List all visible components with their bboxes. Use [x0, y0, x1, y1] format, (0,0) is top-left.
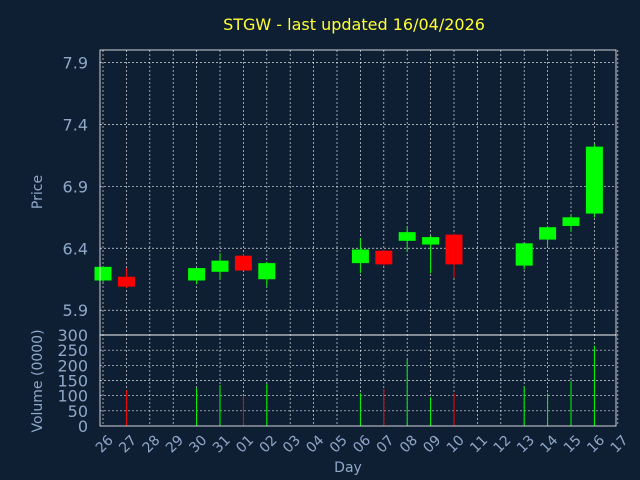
x-tick-label: 10	[444, 432, 468, 456]
x-tick-label: 06	[350, 432, 374, 456]
x-tick-label: 03	[280, 432, 304, 456]
x-tick-label: 13	[514, 432, 538, 456]
x-tick-label: 02	[257, 432, 281, 456]
price-tick-label: 5.9	[63, 301, 88, 320]
candle-up	[422, 237, 440, 245]
volume-tick-label: 100	[57, 387, 88, 406]
candle-down	[234, 255, 252, 271]
candle-up	[562, 217, 580, 226]
candle-up	[188, 268, 206, 281]
x-tick-label: 09	[420, 432, 444, 456]
candle-up	[398, 232, 416, 241]
x-tick-label: 16	[584, 432, 608, 456]
volume-plot-frame	[99, 334, 617, 427]
candle-down	[117, 276, 135, 287]
x-tick-label: 11	[467, 432, 491, 456]
candle-up	[539, 227, 557, 240]
volume-tick-label: 0	[78, 417, 88, 436]
x-tick-label: 05	[327, 432, 351, 456]
price-panel: 5.9 6.4 6.9 7.4 7.9	[63, 49, 619, 426]
candle-down	[445, 234, 463, 265]
x-tick-label: 31	[210, 432, 234, 456]
x-tick-label: 12	[491, 432, 515, 456]
x-tick-label: 26	[93, 432, 117, 456]
x-tick-label: 15	[561, 432, 585, 456]
volume-tick-label: 50	[68, 402, 88, 421]
candle-up	[351, 249, 369, 264]
x-tick-label: 28	[140, 432, 164, 456]
price-tick-label: 6.4	[63, 239, 88, 258]
candle-up	[94, 266, 112, 281]
x-tick-label: 27	[116, 432, 140, 456]
x-tick-label: 17	[608, 432, 632, 456]
chart-title: STGW - last updated 16/04/2026	[223, 15, 485, 34]
x-tick-label: 14	[537, 432, 561, 456]
volume-tick-label: 300	[57, 326, 88, 345]
price-tick-label: 6.9	[63, 177, 88, 196]
candle-up	[515, 243, 533, 266]
x-axis: 26 27 28 29 30 31 01 02 03 04 05 06 07 08 09 10 11 12 13 14…	[93, 432, 632, 456]
x-tick-label: 01	[233, 432, 257, 456]
price-axis-label: Price	[30, 175, 46, 209]
volume-tick-label: 250	[57, 341, 88, 360]
volume-tick-label: 150	[57, 372, 88, 391]
price-plot-frame	[99, 49, 617, 336]
x-tick-label: 08	[397, 432, 421, 456]
price-tick-label: 7.9	[63, 53, 88, 72]
candle-down	[375, 250, 393, 265]
candle-up	[585, 146, 603, 214]
x-tick-label: 04	[303, 432, 327, 456]
candle-up	[258, 263, 276, 280]
volume-tick-label: 200	[57, 356, 88, 375]
x-axis-label: Day	[334, 460, 362, 476]
candle-up	[211, 260, 229, 272]
x-tick-label: 29	[163, 432, 187, 456]
x-tick-label: 30	[186, 432, 210, 456]
volume-axis-label: Volume (0000)	[30, 329, 46, 432]
price-tick-label: 7.4	[63, 115, 88, 134]
x-tick-label: 07	[374, 432, 398, 456]
